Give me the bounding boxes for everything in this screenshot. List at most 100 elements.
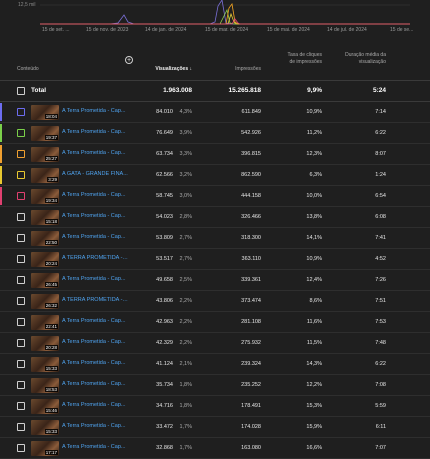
table-row[interactable]: 15:18 A Terra Prometida - Cap... 54.023 2,8… [0, 207, 430, 228]
video-title-link[interactable]: A Terra Prometida - Cap... [62, 150, 126, 156]
table-row[interactable]: 20:28 A Terra Prometida - Cap... 42.329 2,2… [0, 333, 430, 354]
header-impressions[interactable]: Impressões [235, 66, 261, 72]
views-value: 54.023 [156, 214, 173, 220]
video-thumbnail[interactable]: 22:50 [31, 231, 59, 246]
table-row[interactable]: 22:41 A Terra Prometida - Cap... 42.963 2,2… [0, 312, 430, 333]
video-thumbnail[interactable]: 25:27 [31, 147, 59, 162]
header-content[interactable]: Conteúdo [17, 66, 39, 72]
video-thumbnail[interactable]: 15:33 [31, 357, 59, 372]
video-thumbnail[interactable]: 15:46 [31, 399, 59, 414]
video-thumbnail[interactable]: 17:17 [31, 441, 59, 456]
header-views-sorted[interactable]: Visualizações ↓ [155, 66, 192, 72]
video-duration: 17:17 [44, 450, 58, 455]
table-row[interactable]: 3:29 A GATA - GRANDE FINA... 62.566 3,2% 862… [0, 165, 430, 186]
row-checkbox[interactable] [17, 381, 25, 389]
row-checkbox[interactable] [17, 255, 25, 263]
avg-duration-value: 6:54 [375, 193, 386, 199]
table-row[interactable]: 15:33 A Terra Prometida - Cap... 33.472 1,7… [0, 417, 430, 438]
views-value: 84.010 [156, 109, 173, 115]
video-title-link[interactable]: A Terra Prometida - Cap... [62, 276, 126, 282]
video-title-link[interactable]: A Terra Prometida - Cap... [62, 108, 126, 114]
video-title-link[interactable]: A Terra Prometida - Cap... [62, 423, 126, 429]
row-checkbox[interactable] [17, 234, 25, 242]
row-checkbox[interactable] [17, 360, 25, 368]
video-duration: 25:27 [44, 156, 58, 161]
video-thumbnail[interactable]: 22:41 [31, 315, 59, 330]
video-title-link[interactable]: A Terra Prometida - Cap... [62, 381, 126, 387]
header-ctr[interactable]: Taxa de cliques de impressões [287, 52, 322, 65]
video-title-link[interactable]: A Terra Prometida - Cap... [62, 402, 126, 408]
video-title-link[interactable]: A Terra Prometida - Cap... [62, 213, 126, 219]
video-title-link[interactable]: A Terra Prometida - Cap... [62, 234, 126, 240]
video-thumbnail[interactable]: 20:28 [31, 336, 59, 351]
video-thumbnail[interactable]: 26:45 [31, 273, 59, 288]
impressions-value: 326.466 [241, 214, 261, 220]
video-thumbnail[interactable]: 20:24 [31, 252, 59, 267]
row-checkbox[interactable] [17, 192, 25, 200]
content-table: Conteúdo + Visualizações ↓ Impressões Ta… [0, 46, 430, 459]
video-duration: 20:24 [44, 261, 58, 266]
select-all-checkbox[interactable] [17, 87, 25, 95]
table-row[interactable]: 19:34 A Terra Prometida - Cap... 58.745 3,0… [0, 186, 430, 207]
row-checkbox[interactable] [17, 108, 25, 116]
video-title-link[interactable]: A Terra Prometida - Cap... [62, 444, 126, 450]
row-checkbox[interactable] [17, 129, 25, 137]
video-thumbnail[interactable]: 15:18 [31, 210, 59, 225]
table-row[interactable]: 19:37 A Terra Prometida - Cap... 76.649 3,9… [0, 123, 430, 144]
views-value: 58.745 [156, 193, 173, 199]
avg-duration-value: 4:52 [375, 256, 386, 262]
ctr-value: 12,4% [306, 277, 322, 283]
total-row: Total 1.963.008 15.265.818 9,9% 5:24 [0, 81, 430, 102]
row-checkbox[interactable] [17, 150, 25, 158]
row-checkbox[interactable] [17, 276, 25, 284]
video-thumbnail[interactable]: 26:32 [31, 294, 59, 309]
ctr-value: 13,8% [306, 214, 322, 220]
video-title-link[interactable]: A TERRA PROMETIDA - ... [62, 297, 128, 303]
avg-duration-value: 6:22 [375, 361, 386, 367]
video-thumbnail[interactable]: 19:37 [31, 126, 59, 141]
x-axis-label: 14 de jul. de 2024 [327, 27, 367, 33]
table-row[interactable]: 18:04 A Terra Prometida - Cap... 84.010 4,3… [0, 102, 430, 123]
table-header: Conteúdo + Visualizações ↓ Impressões Ta… [0, 46, 430, 81]
video-title-link[interactable]: A Terra Prometida - Cap... [62, 192, 126, 198]
video-thumbnail[interactable]: 18:04 [31, 105, 59, 120]
views-value: 33.472 [156, 424, 173, 430]
video-thumbnail[interactable]: 15:33 [31, 420, 59, 435]
table-row[interactable]: 26:32 A TERRA PROMETIDA - ... 43.806 2,2% 37… [0, 291, 430, 312]
row-checkbox[interactable] [17, 318, 25, 326]
video-duration: 15:33 [44, 366, 58, 371]
video-thumbnail[interactable]: 19:34 [31, 189, 59, 204]
table-row[interactable]: 20:24 A TERRA PROMETIDA - ... 53.517 2,7% 36… [0, 249, 430, 270]
video-title-link[interactable]: A Terra Prometida - Cap... [62, 129, 126, 135]
video-title-link[interactable]: A Terra Prometida - Cap... [62, 339, 126, 345]
row-checkbox[interactable] [17, 444, 25, 452]
row-checkbox[interactable] [17, 339, 25, 347]
table-row[interactable]: 15:33 A Terra Prometida - Cap... 41.124 2,1… [0, 354, 430, 375]
video-title-link[interactable]: A TERRA PROMETIDA - ... [62, 255, 128, 261]
impressions-value: 281.108 [241, 319, 261, 325]
ctr-value: 14,3% [306, 361, 322, 367]
row-checkbox[interactable] [17, 402, 25, 410]
row-checkbox[interactable] [17, 213, 25, 221]
views-value: 53.517 [156, 256, 173, 262]
table-row[interactable]: 22:50 A Terra Prometida - Cap... 53.809 2,7… [0, 228, 430, 249]
views-value: 42.963 [156, 319, 173, 325]
add-column-icon[interactable]: + [125, 56, 133, 64]
table-row[interactable]: 26:45 A Terra Prometida - Cap... 49.658 2,5… [0, 270, 430, 291]
video-thumbnail[interactable]: 18:53 [31, 378, 59, 393]
video-title-link[interactable]: A GATA - GRANDE FINA... [62, 171, 128, 177]
video-title-link[interactable]: A Terra Prometida - Cap... [62, 318, 126, 324]
video-title-link[interactable]: A Terra Prometida - Cap... [62, 360, 126, 366]
impressions-value: 363.110 [241, 256, 261, 262]
row-checkbox[interactable] [17, 171, 25, 179]
row-checkbox[interactable] [17, 297, 25, 305]
table-row[interactable]: 18:53 A Terra Prometida - Cap... 35.734 1,8… [0, 375, 430, 396]
x-axis-label: 15 de mai. de 2024 [267, 27, 310, 33]
video-thumbnail[interactable]: 3:29 [31, 168, 59, 183]
table-row[interactable]: 25:27 A Terra Prometida - Cap... 63.734 3,3… [0, 144, 430, 165]
header-avg-duration[interactable]: Duração média da visualização [345, 52, 386, 65]
table-row[interactable]: 15:46 A Terra Prometida - Cap... 34.716 1,8… [0, 396, 430, 417]
impressions-value: 444.158 [241, 193, 261, 199]
table-row[interactable]: 17:17 A Terra Prometida - Cap... 32.868 1,7… [0, 438, 430, 459]
avg-duration-value: 7:41 [375, 235, 386, 241]
